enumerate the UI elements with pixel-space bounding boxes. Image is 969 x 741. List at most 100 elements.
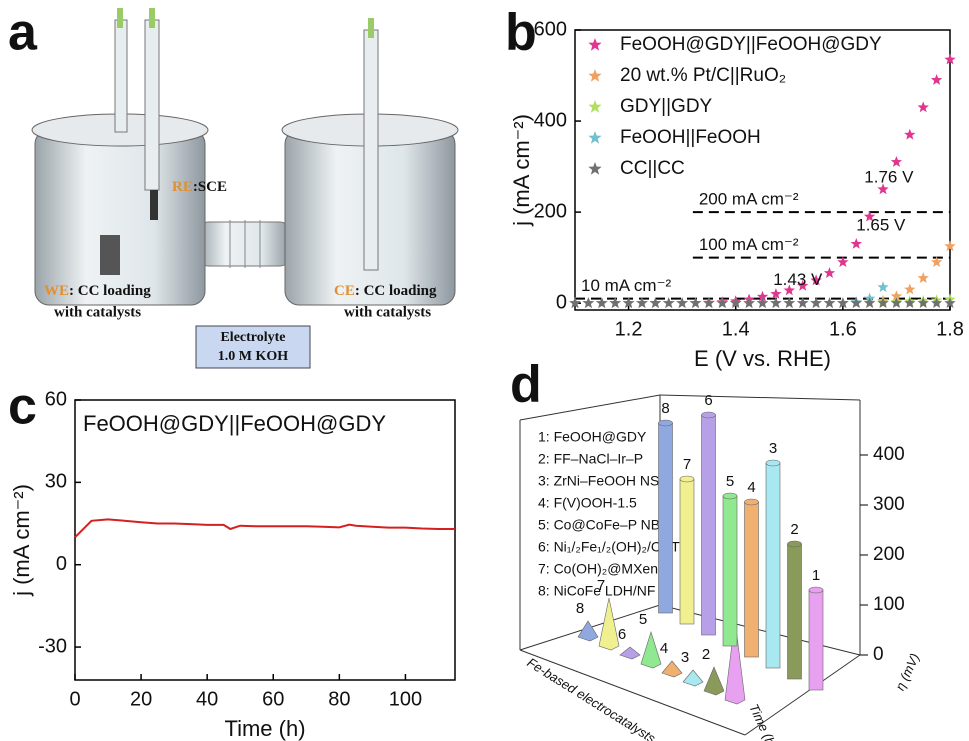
data-point — [636, 297, 648, 308]
data-point — [917, 101, 929, 113]
y-tick-label: 0 — [873, 644, 884, 665]
bar-top — [679, 475, 695, 483]
legend-label: 1: FeOOH@GDY — [538, 429, 647, 445]
pyramid — [598, 597, 620, 651]
legend-label: 2: FF–NaCl–Ir–P — [538, 451, 643, 467]
pyramid — [640, 630, 662, 669]
data-point — [783, 284, 795, 296]
bar-label: 5 — [726, 473, 734, 490]
frame-edge — [659, 394, 861, 401]
data-point — [944, 53, 956, 65]
re-label: RE:SCE — [172, 179, 227, 195]
legend-label: GDY||GDY — [620, 96, 713, 117]
bar — [658, 422, 673, 614]
we-label: WE: CC loading — [44, 283, 151, 299]
pyramid-label: 2 — [702, 646, 710, 663]
data-point — [756, 297, 769, 308]
data-point — [770, 297, 782, 308]
pyramid — [619, 646, 641, 660]
pyramid-label: 5 — [639, 611, 647, 628]
legend-marker — [588, 131, 602, 144]
data-point — [770, 288, 782, 299]
we-label: with catalysts — [54, 304, 141, 320]
pyramid — [724, 619, 746, 705]
x-axis-label: Time (h) — [224, 716, 305, 741]
y-tick-label: 30 — [45, 471, 67, 493]
bar-top — [744, 498, 759, 506]
reference-label: 100 mA cm⁻² — [699, 235, 799, 254]
x-tick-label: 0 — [69, 688, 80, 710]
pyramid-label: 6 — [618, 626, 626, 643]
connector-rings — [229, 220, 261, 268]
data-point — [904, 297, 916, 308]
data-point — [877, 297, 889, 308]
bar-top — [787, 540, 802, 548]
x-axis-label: Fe-based electrocatalysts — [525, 655, 659, 741]
bar-label: 8 — [661, 400, 669, 417]
pyramid — [682, 669, 704, 687]
data-point — [944, 240, 956, 252]
reference-label: 10 mA cm⁻² — [581, 276, 672, 295]
y-tick-label: -30 — [38, 635, 67, 657]
panel-label: c — [8, 378, 37, 436]
legend-marker — [588, 162, 602, 175]
y-tick-label: 600 — [534, 18, 567, 40]
data-point — [877, 281, 889, 293]
pyramid — [577, 620, 599, 642]
data-point — [609, 297, 621, 308]
connector — [197, 221, 291, 267]
data-point — [649, 297, 662, 308]
annotation: 1.43 V — [773, 270, 823, 289]
data-point — [689, 297, 702, 308]
pyramid-label: 4 — [660, 640, 668, 657]
y-axis-label: η (mV) — [892, 651, 922, 693]
data-point — [850, 238, 862, 249]
data-line — [74, 518, 455, 539]
bar-label: 4 — [747, 479, 755, 496]
data-point — [810, 274, 822, 286]
data-point — [917, 272, 929, 283]
bar-top — [765, 459, 781, 467]
ce-label: CE: CC loading — [334, 283, 437, 299]
y-axis-label: j (mA cm⁻²) — [9, 484, 34, 597]
data-point — [783, 297, 795, 308]
x-tick-label: 1.2 — [615, 318, 643, 340]
annotation: 1.76 V — [864, 167, 914, 186]
y2-axis-label: Time (h) — [746, 701, 780, 741]
legend-label: 7: Co(OH)₂@MXene — [538, 561, 666, 577]
y-tick-label: 0 — [56, 553, 67, 575]
panel-a: a RE:SCE WE: CC loading with catalysts C… — [8, 4, 459, 369]
pyramid-label: 8 — [576, 600, 584, 617]
legend-marker — [588, 100, 602, 113]
data-point — [823, 267, 836, 278]
plot-frame — [74, 399, 456, 681]
data-point — [904, 128, 916, 140]
y-tick-label: 100 — [873, 594, 905, 615]
bar-top — [701, 411, 716, 419]
bar — [744, 501, 759, 658]
bar — [679, 478, 695, 625]
bar-label: 1 — [812, 567, 820, 584]
bar — [765, 462, 781, 669]
x-tick-label: 20 — [130, 688, 152, 710]
bar-label: 3 — [769, 440, 777, 457]
x-axis-label: E (V vs. RHE) — [694, 346, 831, 371]
data-point — [837, 297, 849, 308]
data-point — [890, 290, 903, 302]
data-point — [582, 297, 595, 308]
data-point — [890, 297, 903, 308]
legend-label: 3: ZrNi–FeOOH NSs — [538, 473, 666, 489]
y-tick-label: 0 — [556, 291, 567, 313]
legend-label: FeOOH@GDY||FeOOH@GDY — [83, 411, 386, 436]
legend-marker — [588, 38, 602, 51]
y-tick-label: 400 — [873, 444, 905, 465]
data-point — [930, 74, 943, 85]
right-cell — [281, 18, 459, 306]
data-point — [743, 297, 755, 308]
bar-label: 7 — [683, 456, 691, 473]
annotation: 1.65 V — [856, 215, 906, 234]
legend-label: 4: F(V)OOH-1.5 — [538, 495, 637, 511]
frame-edge — [744, 654, 861, 736]
bar — [808, 589, 824, 691]
legend-label: 6: Ni₁/₂Fe₁/₂(OH)₂/CNT — [538, 539, 680, 555]
